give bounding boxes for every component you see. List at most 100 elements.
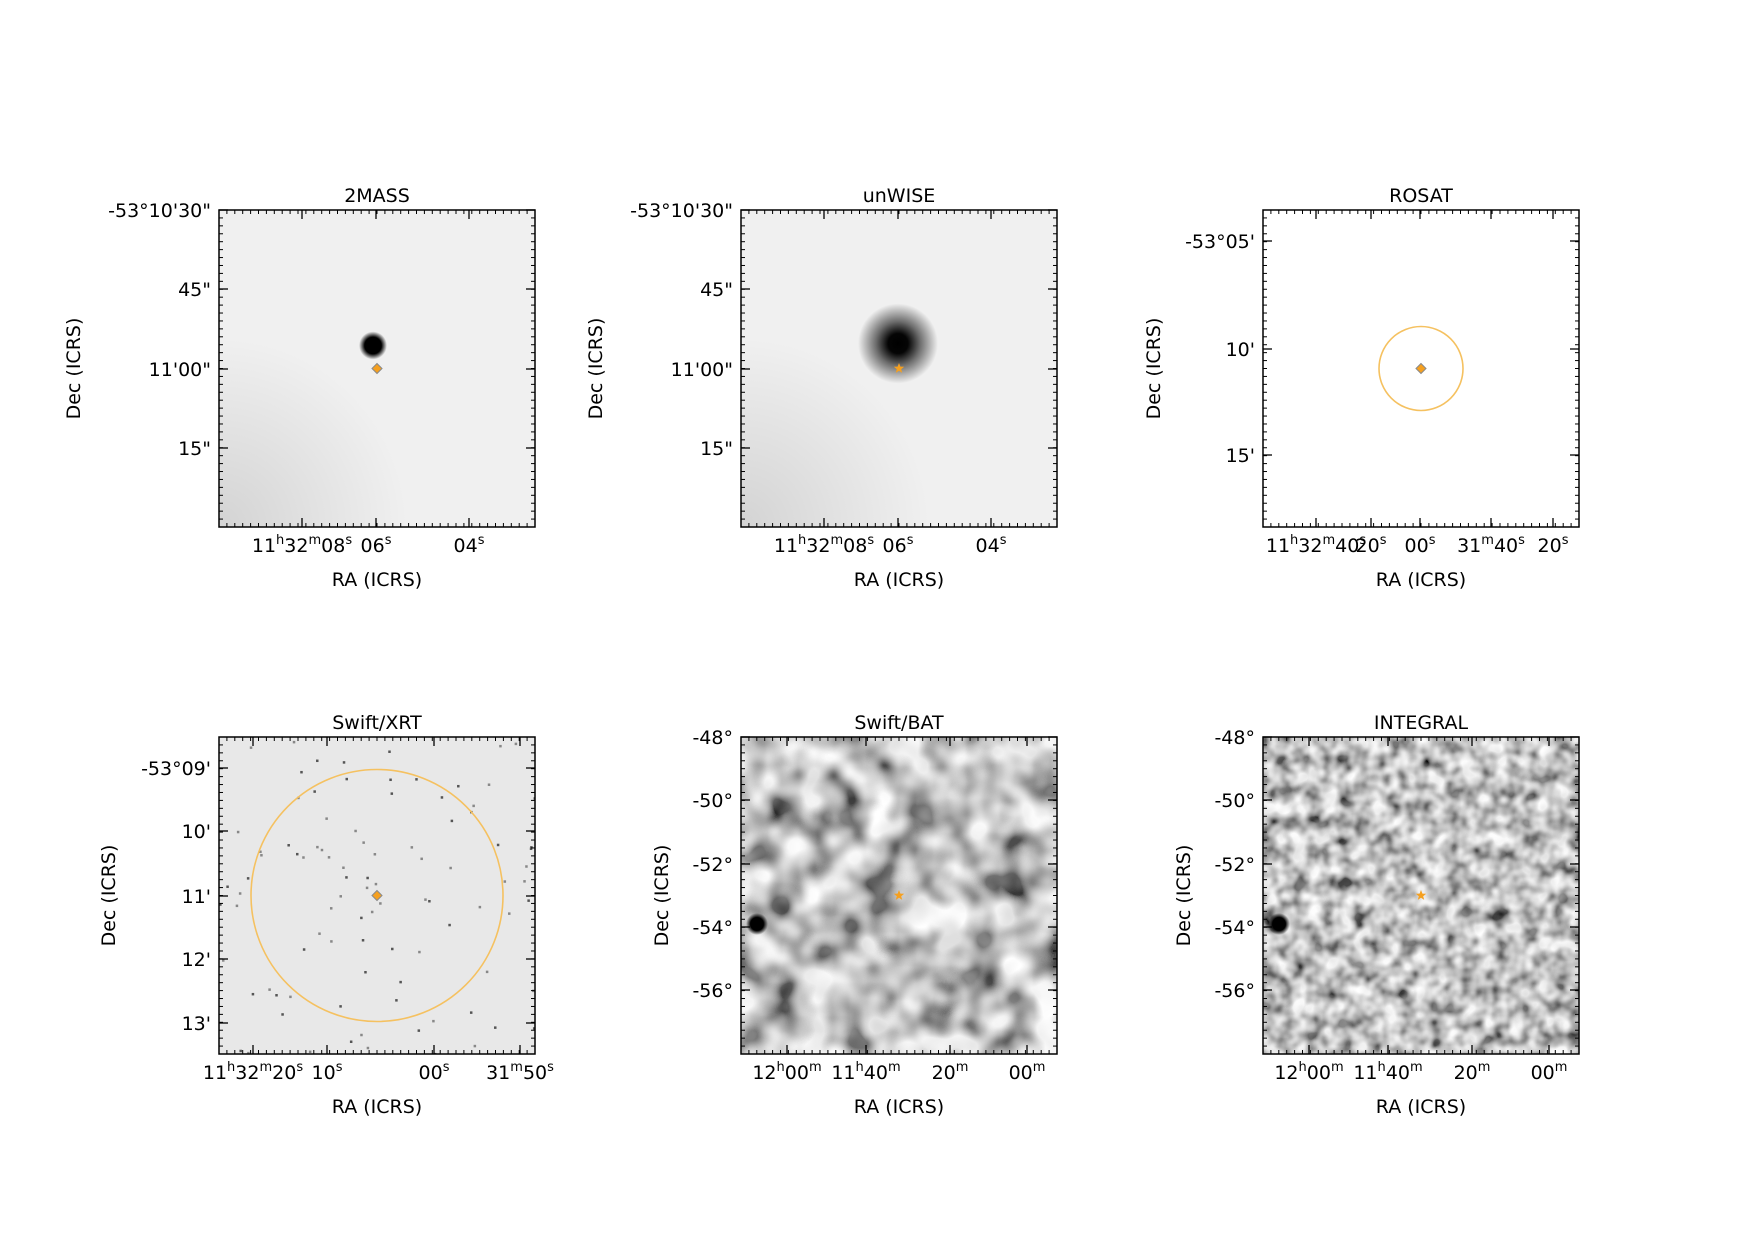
y-tick-label: -48° — [1214, 727, 1255, 749]
photon-event — [448, 923, 451, 927]
y-tick-label: 11'00" — [671, 359, 733, 381]
y-tick-label: -53°09' — [141, 758, 211, 780]
photon-event — [339, 1005, 342, 1008]
y-tick-label: 13' — [182, 1013, 211, 1035]
photon-event — [529, 847, 533, 851]
y-tick-label: 15' — [1226, 445, 1255, 467]
y-axis-label: Dec (ICRS) — [1173, 845, 1195, 947]
photon-event — [247, 1051, 250, 1054]
photon-event — [514, 742, 518, 746]
y-tick-label: 45" — [178, 279, 211, 301]
x-tick-label: 11h32m08s — [252, 533, 352, 557]
photon-event — [415, 778, 418, 781]
photon-event — [365, 886, 369, 890]
minor-ticks — [1263, 737, 1579, 1054]
photon-event — [251, 992, 255, 996]
photon-event — [523, 880, 526, 883]
x-tick-label: 20s — [1538, 533, 1569, 557]
y-axis-label: Dec (ICRS) — [63, 318, 85, 420]
photon-event — [318, 932, 321, 935]
x-tick-label: 11h32m40s — [1266, 533, 1366, 557]
panel-swift-bat: 12h00m 11h40m 20m 00m -48° -50° -52° -54° -56° Sw… — [651, 712, 1058, 1118]
photon-event — [424, 898, 427, 901]
x-tick-label: 00m — [1531, 1060, 1568, 1084]
x-tick-label: 06s — [361, 533, 392, 557]
photon-event — [473, 1044, 477, 1048]
x-tick-label: 00s — [419, 1060, 450, 1084]
photon-event — [530, 846, 533, 849]
photon-event — [364, 970, 367, 974]
x-axis-label: RA (ICRS) — [332, 569, 422, 591]
photon-event — [339, 895, 342, 898]
photon-event — [238, 892, 242, 895]
y-tick-label: 10' — [182, 821, 211, 843]
bright-source — [1268, 913, 1290, 935]
photon-event — [496, 843, 500, 847]
photon-event — [342, 761, 346, 764]
photon-event — [349, 1040, 353, 1044]
photon-event — [379, 902, 382, 905]
photon-event — [287, 844, 290, 847]
photon-event — [316, 845, 319, 849]
x-axis-label: RA (ICRS) — [332, 1096, 422, 1118]
photon-event — [226, 885, 229, 889]
x-tick-label: 11h40m — [831, 1060, 900, 1084]
photon-event — [508, 912, 511, 915]
photon-event — [354, 829, 357, 833]
photon-event — [360, 1033, 363, 1037]
y-tick-label: 11' — [182, 886, 211, 908]
photon-event — [450, 819, 454, 823]
photon-event — [329, 907, 333, 910]
photon-event — [532, 1027, 535, 1030]
panel-unwise: 11h32m08s 06s 04s -53°10'30" 45" 11'00" 15" unW… — [585, 185, 1058, 591]
target-star-icon — [893, 363, 905, 373]
y-tick-label: 15" — [178, 438, 211, 460]
photon-event — [485, 970, 489, 974]
photon-event — [390, 792, 394, 795]
photon-event — [440, 796, 444, 799]
x-tick-label: 11h32m08s — [774, 533, 874, 557]
x-tick-label: 06s — [883, 533, 914, 557]
minor-ticks — [741, 737, 1057, 1054]
photon-event — [388, 750, 391, 753]
target-star-icon — [893, 890, 905, 900]
photon-event — [345, 876, 348, 879]
photon-event — [399, 980, 402, 984]
panel-title: Swift/XRT — [332, 712, 422, 734]
photon-event — [268, 988, 271, 991]
photon-event — [370, 910, 374, 914]
y-tick-label: -48° — [692, 727, 733, 749]
photon-event — [361, 939, 365, 942]
x-tick-label: 11h32m20s — [203, 1060, 303, 1084]
photon-event — [246, 877, 250, 880]
photon-event — [325, 817, 328, 820]
panel-integral: 12h00m 11h40m 20m 00m -48° -50° -52° -54° -56° IN… — [1173, 712, 1580, 1118]
y-tick-label: 11'00" — [149, 359, 211, 381]
photon-event — [366, 1046, 370, 1050]
photon-event — [330, 940, 333, 943]
photon-event — [295, 852, 299, 856]
x-tick-label: 12h00m — [752, 1060, 821, 1084]
photon-event — [362, 841, 365, 844]
x-tick-label: 31m40s — [1457, 533, 1525, 557]
photon-event — [391, 947, 394, 951]
bright-source — [359, 331, 387, 360]
panel-title: Swift/BAT — [854, 712, 944, 734]
photon-event — [275, 994, 278, 997]
y-tick-label: -50° — [1214, 790, 1255, 812]
photon-event — [366, 876, 369, 880]
photon-event — [469, 1011, 473, 1014]
photon-event — [478, 905, 482, 909]
y-tick-label: -56° — [1214, 980, 1255, 1002]
photon-event — [300, 770, 303, 774]
y-axis-label: Dec (ICRS) — [585, 318, 607, 420]
x-axis-label: RA (ICRS) — [1376, 1096, 1466, 1118]
x-tick-label: 12h00m — [1274, 1060, 1343, 1084]
y-tick-label: 45" — [700, 279, 733, 301]
photon-event — [249, 746, 253, 749]
error-circle — [250, 768, 504, 1023]
y-tick-label: -52° — [692, 854, 733, 876]
x-tick-label: 31m50s — [486, 1060, 554, 1084]
x-axis-label: RA (ICRS) — [854, 1096, 944, 1118]
